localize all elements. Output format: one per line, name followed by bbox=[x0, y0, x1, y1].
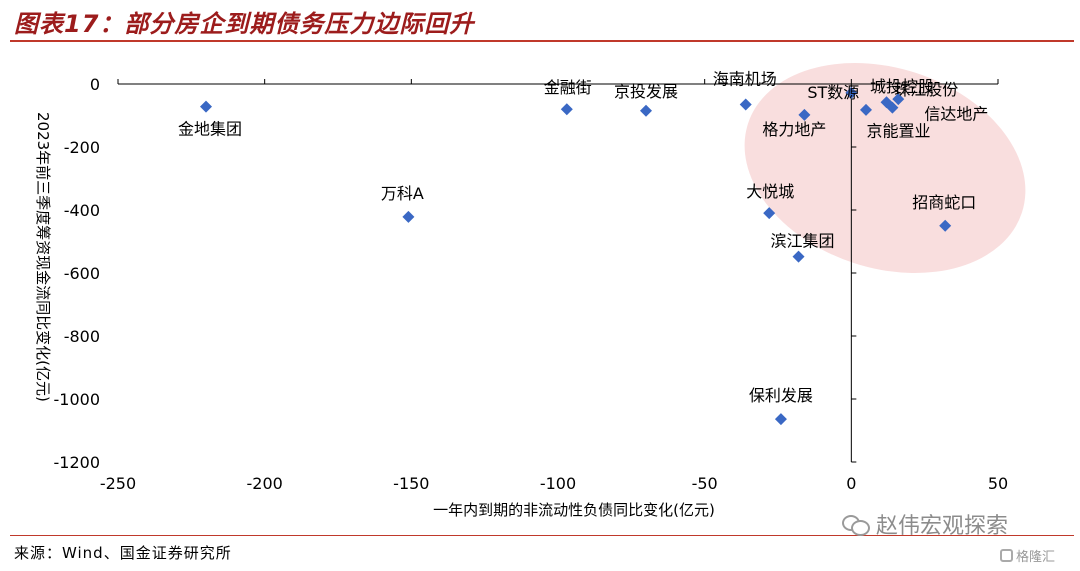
highlight-ellipse bbox=[744, 62, 1026, 274]
x-tick-label: 0 bbox=[846, 474, 856, 493]
data-label: 大悦城 bbox=[746, 182, 794, 201]
data-label: 城投控股 bbox=[870, 77, 934, 96]
data-point bbox=[763, 207, 776, 220]
data-point bbox=[640, 104, 652, 117]
data-label: 信达地产 bbox=[924, 105, 988, 124]
y-tick-label: -1200 bbox=[54, 453, 101, 472]
data-point bbox=[798, 108, 811, 121]
data-point bbox=[892, 93, 905, 106]
scatter-chart: -250 -200 -150 -100 -50 0 50 0 -200 -400 -600 -800 -… bbox=[34, 62, 1026, 519]
data-label: 京投发展 bbox=[614, 82, 678, 101]
data-label: 金融街 bbox=[544, 78, 592, 97]
data-point bbox=[860, 103, 872, 116]
data-label: 金地集团 bbox=[178, 120, 242, 139]
title-divider bbox=[10, 40, 1074, 42]
data-label: 珠江股份 bbox=[894, 80, 958, 99]
data-label: 滨江集团 bbox=[771, 232, 835, 251]
x-tick-label: -200 bbox=[247, 474, 283, 493]
corner-logo: 格隆汇 bbox=[1000, 546, 1055, 565]
gelonghui-logo-icon bbox=[1000, 549, 1013, 562]
y-tick-label: -1000 bbox=[54, 390, 101, 409]
data-label: 海南机场 bbox=[713, 69, 777, 88]
data-label: ST数源 bbox=[807, 83, 859, 102]
y-tick-label: -400 bbox=[64, 201, 100, 220]
y-tick-label: 0 bbox=[90, 75, 100, 94]
y-tick-label: -200 bbox=[64, 138, 100, 157]
x-tick-label: -50 bbox=[692, 474, 718, 493]
data-point bbox=[774, 413, 787, 426]
data-point bbox=[739, 98, 752, 111]
data-label: 保利发展 bbox=[749, 386, 813, 405]
x-tick-label: 50 bbox=[988, 474, 1008, 493]
data-point bbox=[560, 103, 573, 116]
data-point bbox=[200, 100, 212, 113]
watermark: 赵伟宏观探索 bbox=[842, 508, 1008, 540]
data-label: 招商蛇口 bbox=[912, 193, 976, 212]
watermark-text: 赵伟宏观探索 bbox=[876, 514, 1009, 539]
chart-area: -250 -200 -150 -100 -50 0 50 0 -200 -400 -600 -800 -… bbox=[0, 44, 1080, 536]
data-label: 京能置业 bbox=[867, 121, 931, 140]
x-tick-label: -100 bbox=[540, 474, 576, 493]
title-band: 图表17：部分房企到期债务压力边际回升 bbox=[0, 0, 1080, 44]
data-point bbox=[845, 86, 858, 99]
data-label: 格力地产 bbox=[762, 120, 826, 139]
data-point bbox=[402, 210, 415, 223]
source-note: 来源：Wind、国金证券研究所 bbox=[14, 544, 232, 562]
chart-title: 图表17：部分房企到期债务压力边际回升 bbox=[14, 10, 475, 38]
data-label: 万科A bbox=[381, 184, 424, 203]
y-tick-label: -600 bbox=[64, 264, 100, 283]
y-tick-label: -800 bbox=[64, 327, 100, 346]
corner-logo-text: 格隆汇 bbox=[1016, 550, 1056, 565]
data-point bbox=[792, 250, 805, 263]
footer-divider bbox=[10, 535, 1074, 536]
data-point bbox=[939, 219, 952, 232]
x-tick-label: -250 bbox=[100, 474, 136, 493]
x-axis-title: 一年内到期的非流动性负债同比变化(亿元) bbox=[433, 501, 715, 519]
data-point bbox=[886, 101, 899, 114]
y-axis-title: 2023年前三季度筹资现金流同比变化(亿元) bbox=[34, 112, 52, 402]
x-tick-label: -150 bbox=[393, 474, 429, 493]
wechat-icon bbox=[842, 513, 870, 536]
